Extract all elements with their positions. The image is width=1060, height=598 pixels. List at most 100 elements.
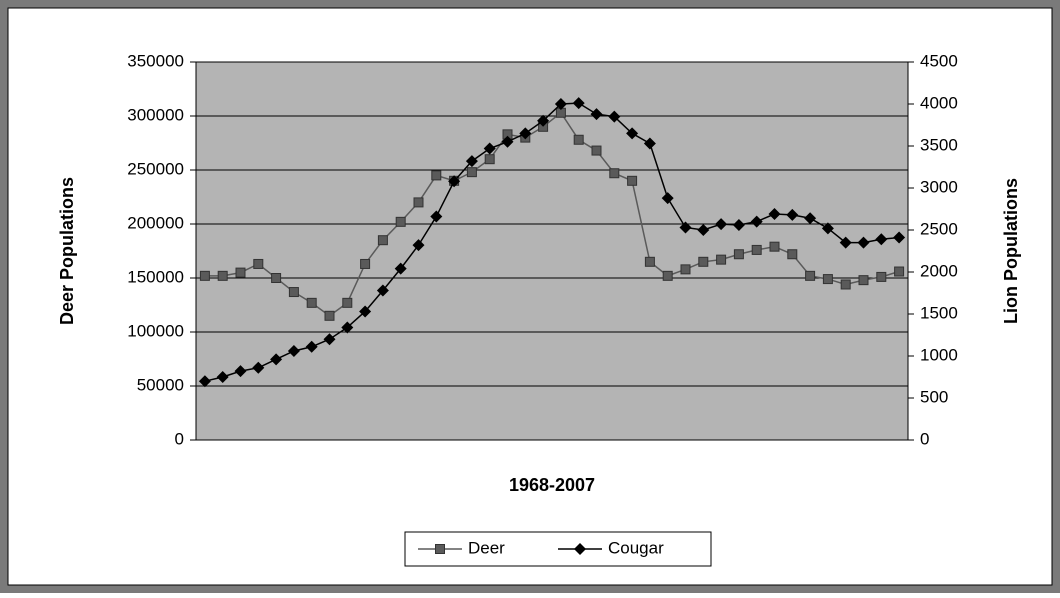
data-point bbox=[376, 284, 389, 297]
data-point bbox=[697, 224, 710, 236]
data-point bbox=[643, 137, 656, 150]
data-point bbox=[466, 167, 477, 178]
plot-area bbox=[196, 62, 908, 440]
data-point bbox=[679, 221, 692, 234]
data-point bbox=[253, 258, 264, 269]
data-point bbox=[287, 344, 300, 357]
y-tick-label: 350000 bbox=[127, 51, 184, 70]
data-point bbox=[732, 218, 745, 231]
y2-tick-label: 2500 bbox=[920, 219, 958, 238]
data-point bbox=[733, 249, 744, 260]
data-point bbox=[341, 321, 354, 334]
data-point bbox=[484, 154, 495, 165]
legend-marker bbox=[435, 544, 445, 554]
data-point bbox=[590, 108, 603, 121]
data-point bbox=[198, 375, 211, 388]
data-point bbox=[787, 249, 798, 260]
y-tick-label: 0 bbox=[175, 429, 184, 448]
data-point bbox=[465, 155, 478, 168]
data-point bbox=[377, 235, 388, 246]
data-point bbox=[769, 241, 780, 252]
x-axis-title: 1968-2007 bbox=[509, 475, 595, 495]
data-point bbox=[661, 192, 674, 205]
y2-tick-label: 1000 bbox=[920, 345, 958, 364]
y2-tick-label: 500 bbox=[920, 387, 948, 406]
data-point bbox=[519, 127, 532, 140]
data-point bbox=[572, 97, 585, 110]
data-point bbox=[839, 236, 852, 249]
data-point bbox=[360, 258, 371, 269]
data-point bbox=[271, 273, 282, 283]
data-point bbox=[216, 371, 229, 383]
data-point bbox=[413, 197, 424, 208]
data-point bbox=[840, 279, 851, 290]
y-tick-label: 100000 bbox=[127, 321, 184, 340]
data-point bbox=[608, 110, 621, 123]
data-point bbox=[412, 239, 425, 252]
data-point bbox=[680, 264, 691, 275]
data-point bbox=[821, 222, 834, 235]
data-point bbox=[609, 168, 620, 179]
data-point bbox=[591, 145, 602, 156]
y2-tick-label: 0 bbox=[920, 429, 929, 448]
data-point bbox=[342, 297, 353, 308]
data-point bbox=[270, 353, 283, 366]
series-line bbox=[204, 111, 900, 317]
y-tick-label: 300000 bbox=[127, 105, 184, 124]
data-point bbox=[573, 134, 584, 145]
y2-tick-label: 4500 bbox=[920, 51, 958, 70]
legend-marker bbox=[574, 543, 586, 555]
data-point bbox=[768, 208, 781, 221]
data-point bbox=[822, 274, 833, 285]
y2-axis-title: Lion Populations bbox=[1001, 178, 1021, 324]
data-point bbox=[662, 270, 673, 281]
data-point bbox=[483, 142, 496, 155]
data-point bbox=[252, 361, 265, 374]
y-tick-label: 50000 bbox=[137, 375, 184, 394]
data-point bbox=[894, 266, 905, 277]
data-point bbox=[235, 267, 246, 278]
data-point bbox=[858, 275, 869, 286]
y-tick-label: 150000 bbox=[127, 267, 184, 286]
y2-tick-label: 3500 bbox=[920, 135, 958, 154]
data-point bbox=[786, 208, 799, 221]
data-point bbox=[626, 127, 639, 140]
y2-tick-label: 3000 bbox=[920, 177, 958, 196]
data-point bbox=[857, 236, 870, 249]
series-line bbox=[204, 102, 900, 382]
data-point bbox=[199, 270, 210, 281]
data-point bbox=[715, 218, 728, 231]
data-point bbox=[324, 310, 335, 321]
y2-tick-label: 2000 bbox=[920, 261, 958, 280]
data-point bbox=[537, 114, 550, 127]
data-point bbox=[306, 297, 317, 308]
data-point bbox=[876, 271, 887, 282]
data-point bbox=[448, 175, 461, 188]
y-tick-label: 200000 bbox=[127, 213, 184, 232]
data-point bbox=[395, 216, 406, 227]
data-point bbox=[217, 270, 228, 281]
data-point bbox=[750, 215, 763, 228]
data-point bbox=[234, 365, 247, 378]
data-point bbox=[501, 135, 514, 148]
data-point bbox=[875, 233, 888, 246]
data-point bbox=[805, 270, 816, 281]
data-point bbox=[288, 287, 299, 298]
data-point bbox=[751, 244, 762, 255]
data-point bbox=[323, 333, 336, 346]
data-point bbox=[627, 175, 638, 186]
y2-tick-label: 1500 bbox=[920, 303, 958, 322]
y-tick-label: 250000 bbox=[127, 159, 184, 178]
data-point bbox=[305, 340, 318, 353]
data-point bbox=[698, 256, 709, 267]
data-point bbox=[394, 262, 407, 275]
y2-tick-label: 4000 bbox=[920, 93, 958, 112]
data-point bbox=[716, 254, 727, 265]
data-point bbox=[893, 231, 906, 244]
data-point bbox=[554, 98, 567, 110]
data-point bbox=[804, 212, 817, 225]
legend-label: Cougar bbox=[608, 538, 664, 557]
data-point bbox=[430, 210, 443, 223]
